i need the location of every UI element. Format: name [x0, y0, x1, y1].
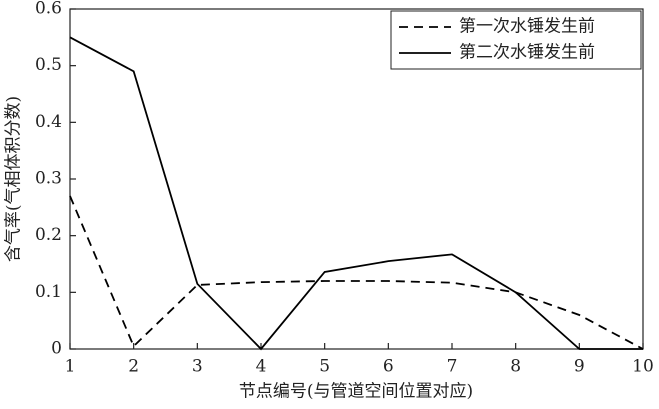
- legend-label: 第一次水锤发生前: [459, 17, 595, 37]
- x-tick-label: 1: [65, 357, 76, 377]
- x-tick-label: 7: [447, 357, 458, 377]
- y-tick-label: 0.6: [35, 0, 62, 19]
- y-axis-label: 含气率(气相体积分数): [4, 96, 24, 262]
- x-tick-label: 10: [632, 357, 654, 377]
- y-tick-label: 0.5: [35, 55, 62, 75]
- x-tick-label: 8: [510, 357, 521, 377]
- legend-box: [390, 10, 642, 70]
- y-tick-label: 0.3: [35, 169, 62, 189]
- y-tick-label: 0: [51, 339, 62, 359]
- data-line: [69, 195, 644, 350]
- x-tick-label: 5: [319, 357, 330, 377]
- legend-label: 第二次水锤发生前: [459, 43, 595, 63]
- y-tick-label: 0.2: [35, 225, 62, 245]
- x-tick-label: 2: [128, 357, 139, 377]
- y-tick-label: 0.1: [35, 282, 62, 302]
- y-tick-label: 0.4: [35, 112, 62, 132]
- x-tick-label: 4: [256, 357, 267, 377]
- x-tick-label: 6: [383, 357, 394, 377]
- x-axis-label: 节点编号(与管道空间位置对应): [239, 382, 473, 402]
- data-line: [69, 36, 643, 351]
- x-tick-label: 3: [192, 357, 203, 377]
- x-tick-label: 9: [574, 357, 585, 377]
